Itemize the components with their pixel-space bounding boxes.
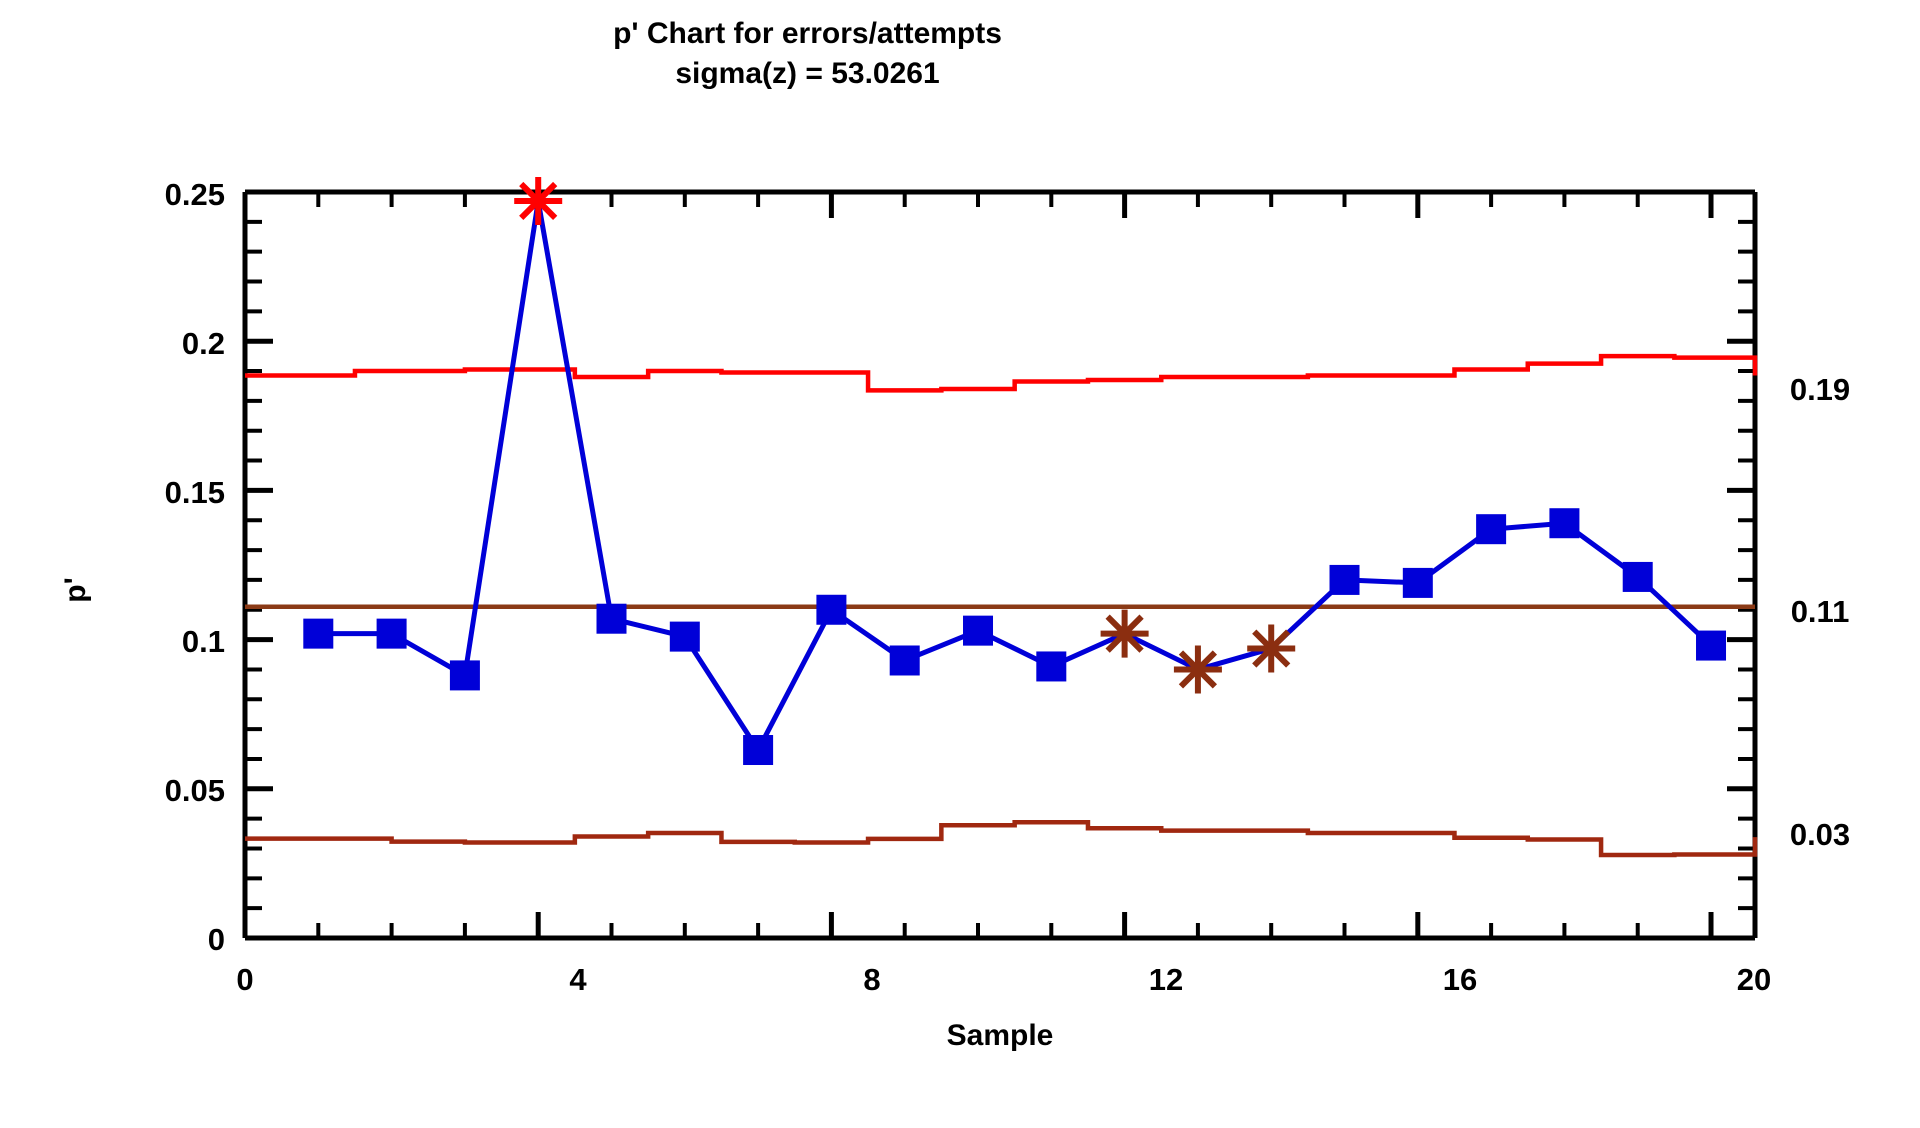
data-point-marker <box>449 660 480 691</box>
y-tick-label-4: 0.05 <box>165 773 225 808</box>
violation-marker <box>1247 624 1296 673</box>
x-tick-label-1: 4 <box>569 962 587 997</box>
x-tick-label-0: 0 <box>236 962 253 997</box>
data-point-marker <box>1696 630 1727 661</box>
axis-frame <box>242 189 1758 941</box>
data-point-marker <box>1476 514 1507 545</box>
x-tick-label-3: 12 <box>1149 962 1183 997</box>
x-tick-label-4: 16 <box>1443 962 1477 997</box>
y-tick-label-5: 0 <box>208 922 225 957</box>
violation-marker <box>514 176 563 225</box>
x-axis-title: Sample <box>947 1019 1054 1052</box>
data-point-marker <box>1329 564 1360 595</box>
y-axis-title: p' <box>59 577 92 602</box>
y-tick-label-2: 0.15 <box>165 475 225 510</box>
data-point-marker <box>376 618 407 649</box>
data-markers-layer <box>303 176 1727 766</box>
violation-marker <box>1100 609 1149 658</box>
data-point-marker <box>596 603 627 634</box>
y-tick-label-0: 0.25 <box>165 177 225 212</box>
data-point-marker <box>816 594 847 625</box>
x-tick-label-5: 20 <box>1737 962 1771 997</box>
data-point-marker <box>1622 561 1653 592</box>
data-point-marker <box>303 618 334 649</box>
data-point-marker <box>743 735 774 766</box>
data-point-marker <box>1036 651 1067 682</box>
violation-marker <box>1173 645 1222 694</box>
y-tick-label-3: 0.1 <box>182 624 225 659</box>
data-point-marker <box>669 621 700 652</box>
data-series-layer <box>318 198 1713 753</box>
data-point-marker <box>963 615 994 646</box>
data-point-marker <box>889 645 920 676</box>
y-tick-label-1: 0.2 <box>182 326 225 361</box>
ucl-value-label: 0.19 <box>1790 372 1850 407</box>
data-point-marker <box>1549 508 1580 539</box>
x-tick-label-2: 8 <box>863 962 880 997</box>
data-point-marker <box>1402 567 1433 598</box>
control-limits-layer <box>245 353 1758 858</box>
lcl-value-label: 0.03 <box>1790 817 1850 852</box>
cl-value-label: 0.11 <box>1791 594 1850 629</box>
